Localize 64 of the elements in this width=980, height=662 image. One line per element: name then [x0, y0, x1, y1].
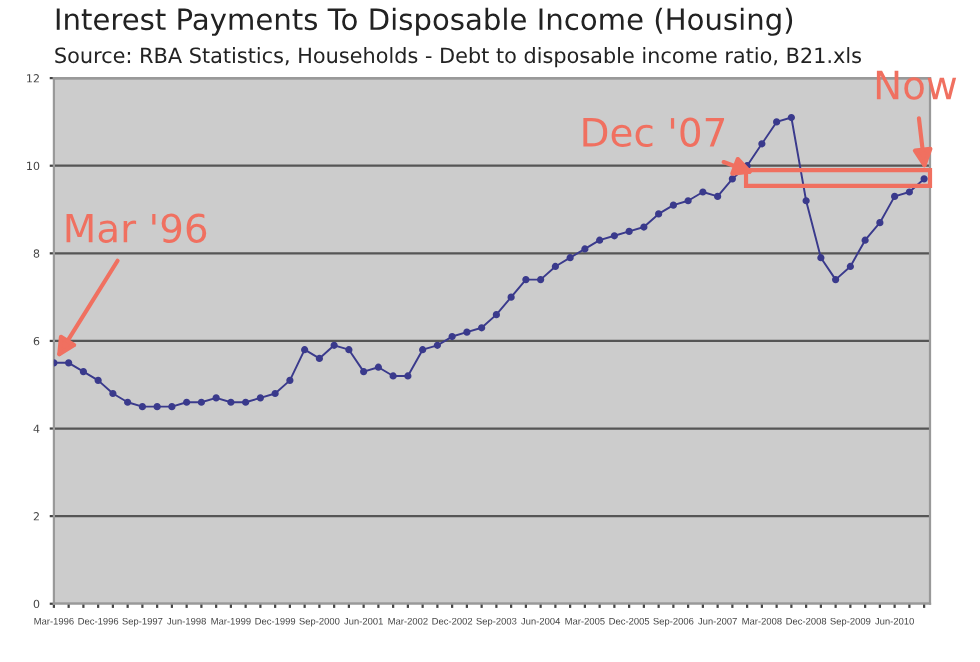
point	[330, 341, 338, 349]
point	[905, 188, 913, 196]
point	[79, 367, 88, 376]
chart-subtitle: Source: RBA Statistics, Households - Debt to disposable income ratio, B21.xls	[55, 47, 861, 68]
point	[389, 372, 397, 380]
point	[315, 354, 323, 363]
annotation: Mar '96	[66, 213, 207, 243]
point	[699, 188, 707, 196]
point	[478, 324, 486, 332]
point	[846, 262, 854, 271]
point	[124, 398, 132, 406]
point	[507, 293, 515, 301]
point	[183, 398, 191, 406]
point	[802, 197, 810, 205]
point	[345, 346, 353, 354]
point	[492, 311, 500, 319]
point	[669, 201, 677, 209]
point	[242, 398, 250, 406]
point	[655, 210, 663, 218]
point	[537, 275, 545, 284]
point	[227, 398, 235, 406]
point	[138, 403, 147, 411]
point	[640, 223, 648, 231]
point	[301, 346, 309, 354]
point	[684, 197, 692, 205]
point	[271, 389, 279, 398]
point	[787, 113, 795, 122]
point	[65, 359, 73, 367]
point	[876, 219, 884, 227]
point	[360, 367, 368, 376]
point	[522, 275, 530, 284]
point	[153, 403, 161, 411]
point	[433, 341, 441, 349]
point	[891, 192, 899, 200]
point	[832, 275, 840, 284]
point	[404, 372, 412, 380]
point	[374, 363, 382, 371]
point	[596, 236, 604, 244]
point	[714, 192, 722, 200]
point	[212, 394, 220, 402]
point	[861, 236, 869, 244]
point	[168, 403, 176, 411]
point	[463, 328, 471, 336]
point	[728, 175, 736, 183]
point	[920, 175, 928, 183]
annotation: Dec '07	[583, 117, 725, 147]
point	[566, 254, 574, 262]
point	[625, 227, 633, 236]
line-series	[53, 113, 928, 411]
point	[551, 262, 559, 271]
point	[758, 140, 766, 148]
point	[448, 332, 456, 341]
point	[773, 118, 781, 126]
point	[94, 376, 102, 384]
point	[610, 232, 618, 240]
chart-title: Interest Payments To Disposable Income (Housing)	[56, 7, 793, 36]
point	[817, 254, 825, 262]
point	[109, 389, 117, 398]
point	[197, 398, 206, 406]
point	[256, 394, 265, 402]
point	[581, 245, 589, 253]
point	[286, 376, 294, 384]
point	[419, 346, 427, 354]
annotation: Now	[876, 70, 957, 100]
